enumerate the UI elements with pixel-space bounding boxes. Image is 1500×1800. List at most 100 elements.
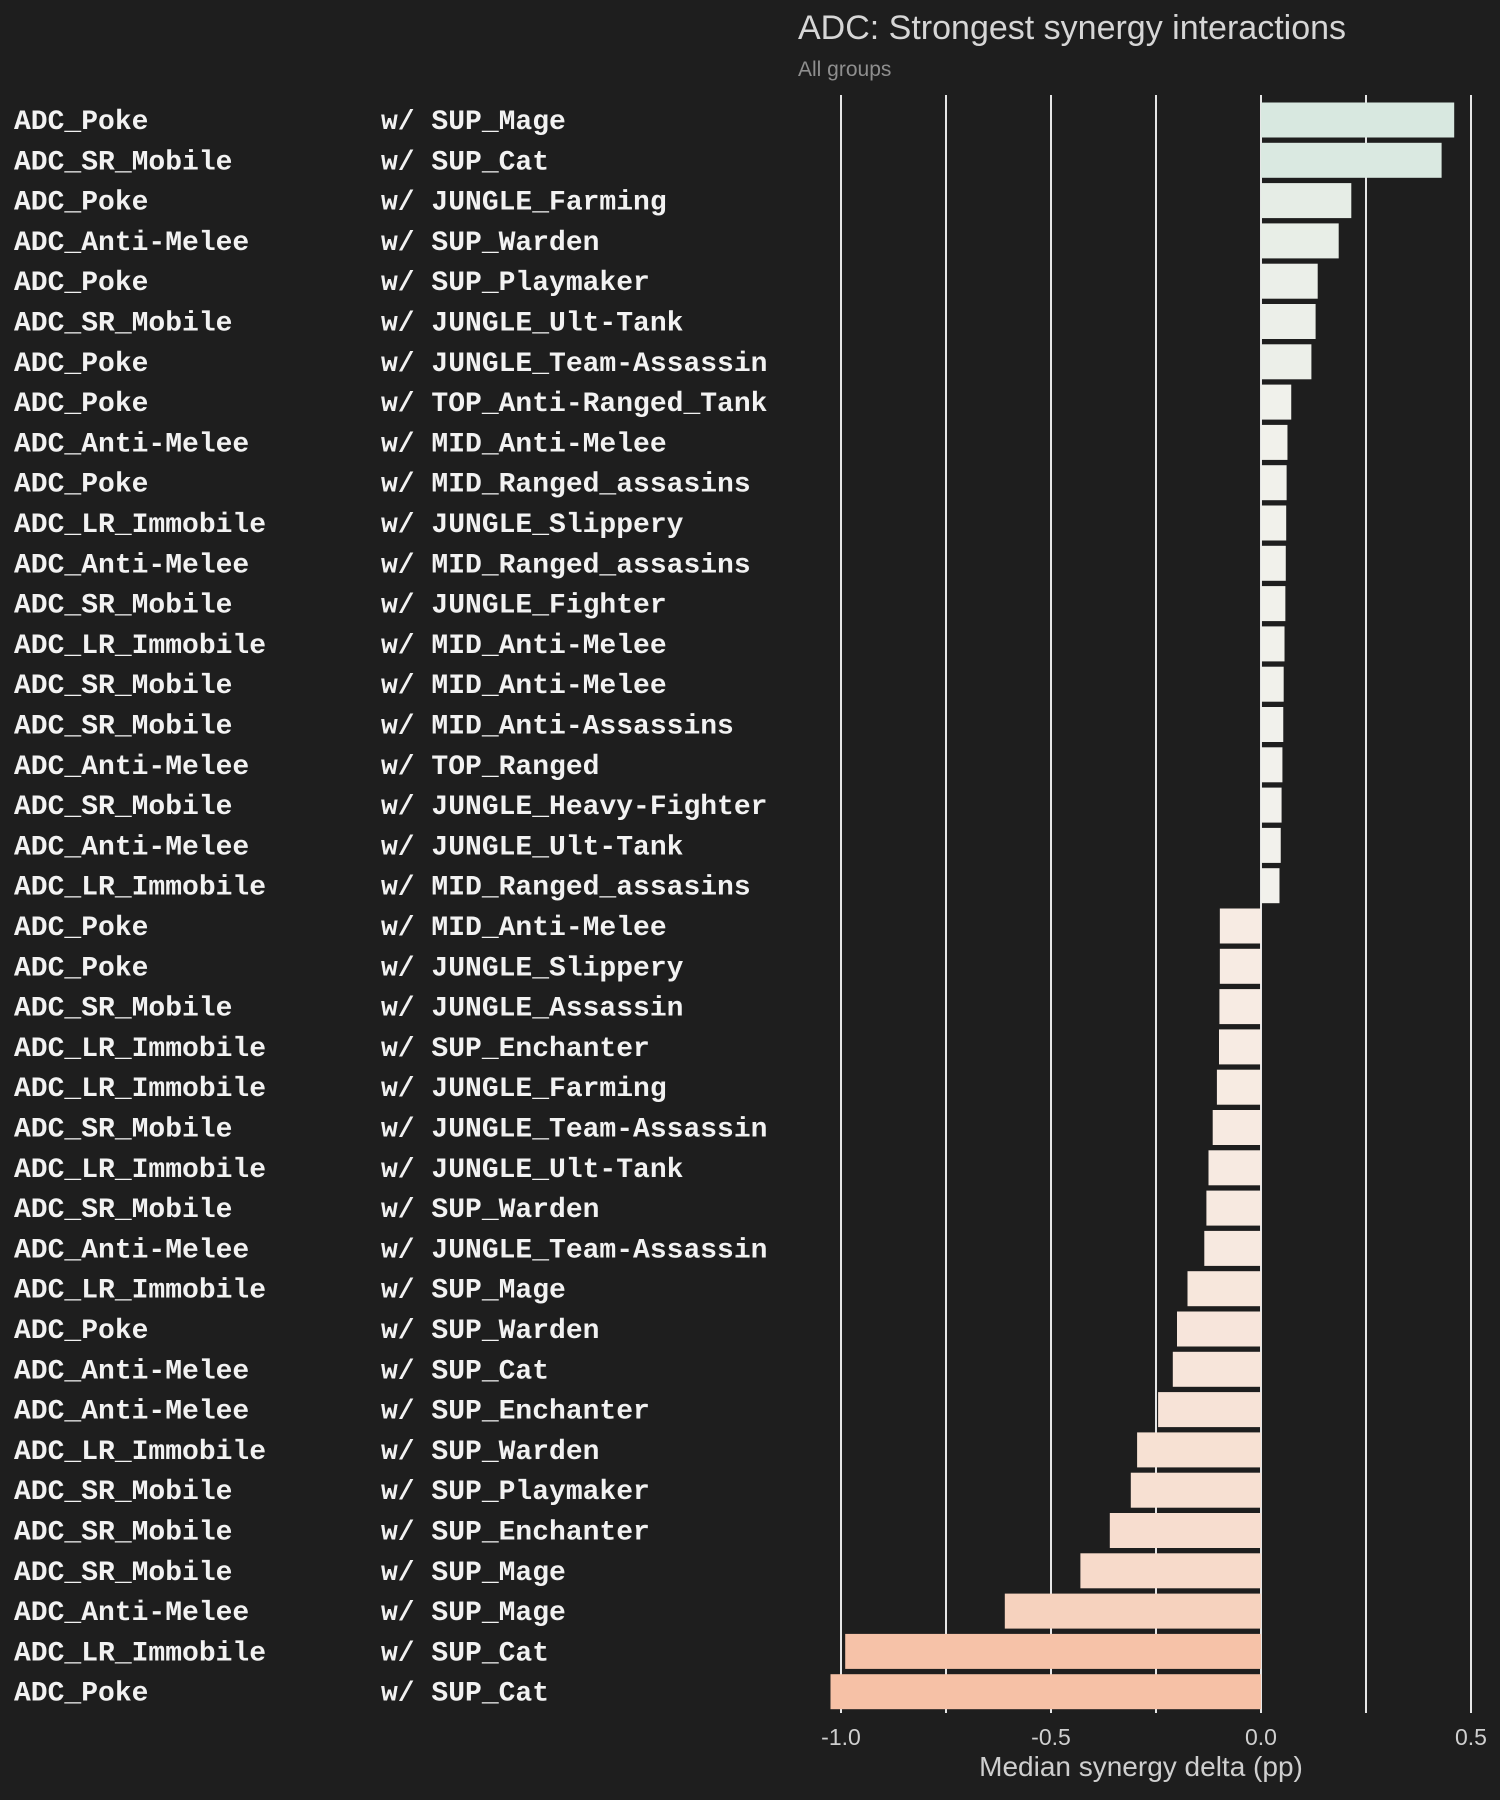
row-label-partner: w/ JUNGLE_Slippery	[381, 953, 684, 984]
row-label-partner: w/ JUNGLE_Ult-Tank	[381, 1155, 684, 1186]
row-label-partner: w/ SUP_Mage	[381, 107, 566, 138]
bar	[1177, 1311, 1261, 1347]
row-label-partner: w/ MID_Anti-Assassins	[381, 712, 734, 743]
row-label-adc: ADC_Anti-Melee	[14, 1235, 249, 1266]
bar	[830, 1674, 1261, 1710]
row-label-partner: w/ JUNGLE_Farming	[381, 1074, 667, 1105]
x-tick-labels: -1.0 -0.5 0.0 0.5	[821, 1724, 1487, 1750]
bar	[1261, 424, 1288, 460]
row-label-adc: ADC_SR_Mobile	[14, 147, 232, 178]
bar	[1172, 1351, 1261, 1387]
row-label-adc: ADC_Poke	[14, 107, 148, 138]
row-labels-group: ADC_Poke w/ SUP_Mage ADC_SR_Mobile w/ SUP_C…	[14, 107, 768, 1710]
row-label-adc: ADC_Anti-Melee	[14, 1397, 249, 1428]
bar	[1261, 505, 1287, 541]
row-label-partner: w/ SUP_Warden	[381, 1437, 599, 1468]
row-label-partner: w/ SUP_Cat	[381, 147, 549, 178]
row-label-partner: w/ MID_Anti-Melee	[381, 631, 667, 662]
bar	[1261, 102, 1455, 138]
row-label-adc: ADC_SR_Mobile	[14, 1115, 232, 1146]
row-label-adc: ADC_LR_Immobile	[14, 1074, 266, 1105]
bar	[1130, 1472, 1261, 1508]
row-label-adc: ADC_LR_Immobile	[14, 873, 266, 904]
row-label-adc: ADC_Poke	[14, 349, 148, 380]
row-label-partner: w/ MID_Anti-Melee	[381, 429, 667, 460]
row-label-adc: ADC_SR_Mobile	[14, 792, 232, 823]
row-label-partner: w/ TOP_Ranged	[381, 752, 599, 783]
x-tick-label: -0.5	[1031, 1724, 1071, 1750]
bar	[1219, 989, 1261, 1025]
row-label-partner: w/ SUP_Warden	[381, 228, 599, 259]
row-label-partner: w/ JUNGLE_Team-Assassin	[381, 349, 767, 380]
row-label-partner: w/ SUP_Enchanter	[381, 1518, 650, 1549]
row-label-adc: ADC_LR_Immobile	[14, 1034, 266, 1065]
row-label-partner: w/ SUP_Playmaker	[381, 268, 650, 299]
row-label-adc: ADC_Poke	[14, 1679, 148, 1710]
row-label-partner: w/ SUP_Mage	[381, 1598, 566, 1629]
row-label-adc: ADC_SR_Mobile	[14, 1477, 232, 1508]
row-label-adc: ADC_Poke	[14, 188, 148, 219]
row-label-partner: w/ SUP_Cat	[381, 1638, 549, 1669]
row-label-adc: ADC_SR_Mobile	[14, 1518, 232, 1549]
bar	[1261, 827, 1281, 863]
bar	[1261, 183, 1352, 219]
bar	[1216, 1069, 1261, 1105]
row-label-adc: ADC_SR_Mobile	[14, 309, 232, 340]
bar	[1158, 1392, 1261, 1428]
row-label-adc: ADC_Poke	[14, 1316, 148, 1347]
row-label-adc: ADC_Poke	[14, 268, 148, 299]
row-label-partner: w/ JUNGLE_Team-Assassin	[381, 1115, 767, 1146]
row-label-partner: w/ MID_Anti-Melee	[381, 913, 667, 944]
bar	[1206, 1190, 1261, 1226]
row-label-partner: w/ SUP_Enchanter	[381, 1397, 650, 1428]
row-label-partner: w/ TOP_Anti-Ranged_Tank	[381, 389, 768, 420]
row-label-partner: w/ MID_Anti-Melee	[381, 671, 667, 702]
row-label-adc: ADC_SR_Mobile	[14, 591, 232, 622]
x-tick-label: -1.0	[821, 1724, 861, 1750]
row-label-partner: w/ JUNGLE_Fighter	[381, 591, 667, 622]
row-label-partner: w/ SUP_Warden	[381, 1316, 599, 1347]
row-label-partner: w/ JUNGLE_Heavy-Fighter	[381, 792, 767, 823]
row-label-adc: ADC_LR_Immobile	[14, 1638, 266, 1669]
chart-title: ADC: Strongest synergy interactions	[798, 9, 1346, 47]
row-label-adc: ADC_SR_Mobile	[14, 1558, 232, 1589]
bar	[1080, 1553, 1261, 1589]
row-label-adc: ADC_Poke	[14, 953, 148, 984]
row-label-partner: w/ SUP_Playmaker	[381, 1477, 650, 1508]
row-label-adc: ADC_SR_Mobile	[14, 671, 232, 702]
row-label-adc: ADC_Anti-Melee	[14, 429, 249, 460]
row-label-partner: w/ JUNGLE_Team-Assassin	[381, 1235, 767, 1266]
x-tick-label: 0.5	[1455, 1724, 1487, 1750]
row-label-adc: ADC_Anti-Melee	[14, 832, 249, 863]
bar	[1109, 1513, 1261, 1548]
row-label-adc: ADC_Poke	[14, 913, 148, 944]
bar	[1219, 948, 1261, 984]
bar	[1261, 626, 1285, 662]
row-label-adc: ADC_Anti-Melee	[14, 752, 249, 783]
bars-group	[830, 102, 1455, 1710]
row-label-partner: w/ JUNGLE_Slippery	[381, 510, 684, 541]
bar	[1004, 1593, 1261, 1629]
row-label-adc: ADC_LR_Immobile	[14, 1155, 266, 1186]
row-label-partner: w/ SUP_Warden	[381, 1195, 599, 1226]
bar	[1261, 304, 1316, 339]
row-label-adc: ADC_LR_Immobile	[14, 1437, 266, 1468]
row-label-adc: ADC_LR_Immobile	[14, 510, 266, 541]
row-label-partner: w/ MID_Ranged_assasins	[381, 873, 751, 904]
bar	[1137, 1432, 1261, 1468]
bar	[1219, 908, 1261, 944]
row-label-adc: ADC_SR_Mobile	[14, 712, 232, 743]
bar	[1261, 465, 1287, 501]
row-label-partner: w/ JUNGLE_Ult-Tank	[381, 832, 684, 863]
bar	[1261, 586, 1286, 622]
bar	[1261, 344, 1312, 380]
bar	[1208, 1150, 1261, 1186]
x-tick-label: 0.0	[1245, 1724, 1277, 1750]
bar	[1219, 1029, 1261, 1065]
row-label-partner: w/ JUNGLE_Assassin	[381, 994, 683, 1025]
x-axis-label: Median synergy delta (pp)	[979, 1751, 1303, 1782]
row-label-partner: w/ SUP_Mage	[381, 1558, 566, 1589]
row-label-adc: ADC_LR_Immobile	[14, 1276, 266, 1307]
bar	[845, 1633, 1261, 1669]
